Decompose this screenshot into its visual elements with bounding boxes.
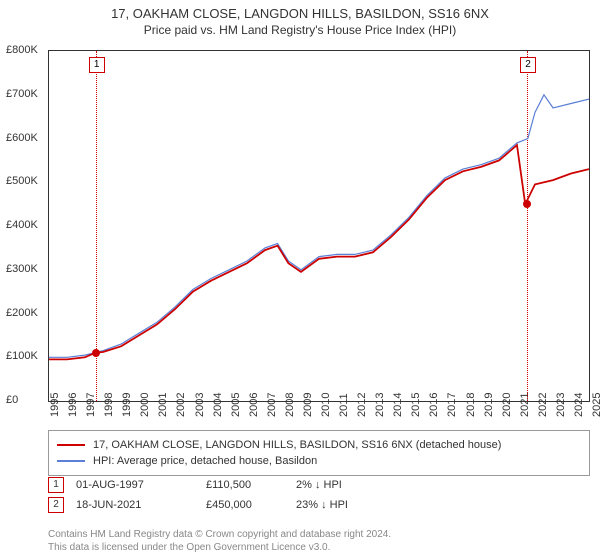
y-axis-label: £700K	[6, 88, 46, 100]
chart-lines-svg	[49, 51, 589, 401]
y-axis-label: £600K	[6, 132, 46, 144]
sale-marker-dot	[523, 200, 531, 208]
event-price: £450,000	[206, 499, 296, 511]
legend-label-hpi: HPI: Average price, detached house, Basi…	[93, 455, 317, 467]
x-axis-label: 2025	[591, 393, 600, 417]
sale-events-table: 1 01-AUG-1997£110,5002% ↓ HPI 2 18-JUN-2021…	[48, 475, 590, 515]
chart-plot-area: 1995199619971998199920002001200220032004…	[48, 50, 590, 402]
y-axis-label: £400K	[6, 219, 46, 231]
legend-label-property: 17, OAKHAM CLOSE, LANGDON HILLS, BASILDO…	[93, 439, 501, 451]
chart-title-sub: Price paid vs. HM Land Registry's House …	[0, 21, 600, 41]
event-price: £110,500	[206, 479, 296, 491]
sale-event-row: 1 01-AUG-1997£110,5002% ↓ HPI	[48, 475, 590, 495]
sale-marker-dot	[92, 349, 100, 357]
legend-swatch-hpi	[57, 460, 85, 462]
event-number-box: 2	[48, 497, 64, 513]
event-date: 18-JUN-2021	[76, 499, 206, 511]
y-axis-label: £0	[6, 394, 46, 406]
event-diff: 2% ↓ HPI	[296, 479, 366, 491]
chart-title-address: 17, OAKHAM CLOSE, LANGDON HILLS, BASILDO…	[0, 0, 600, 21]
y-axis-label: £100K	[6, 350, 46, 362]
event-number-box: 1	[48, 477, 64, 493]
y-axis-label: £500K	[6, 175, 46, 187]
y-axis-label: £300K	[6, 263, 46, 275]
y-axis-label: £200K	[6, 307, 46, 319]
legend-swatch-property	[57, 444, 85, 446]
y-axis-label: £800K	[6, 44, 46, 56]
event-diff: 23% ↓ HPI	[296, 499, 366, 511]
copyright-footer: Contains HM Land Registry data © Crown c…	[48, 528, 590, 554]
chart-legend: 17, OAKHAM CLOSE, LANGDON HILLS, BASILDO…	[48, 430, 590, 476]
sale-event-row: 2 18-JUN-2021£450,00023% ↓ HPI	[48, 495, 590, 515]
event-date: 01-AUG-1997	[76, 479, 206, 491]
